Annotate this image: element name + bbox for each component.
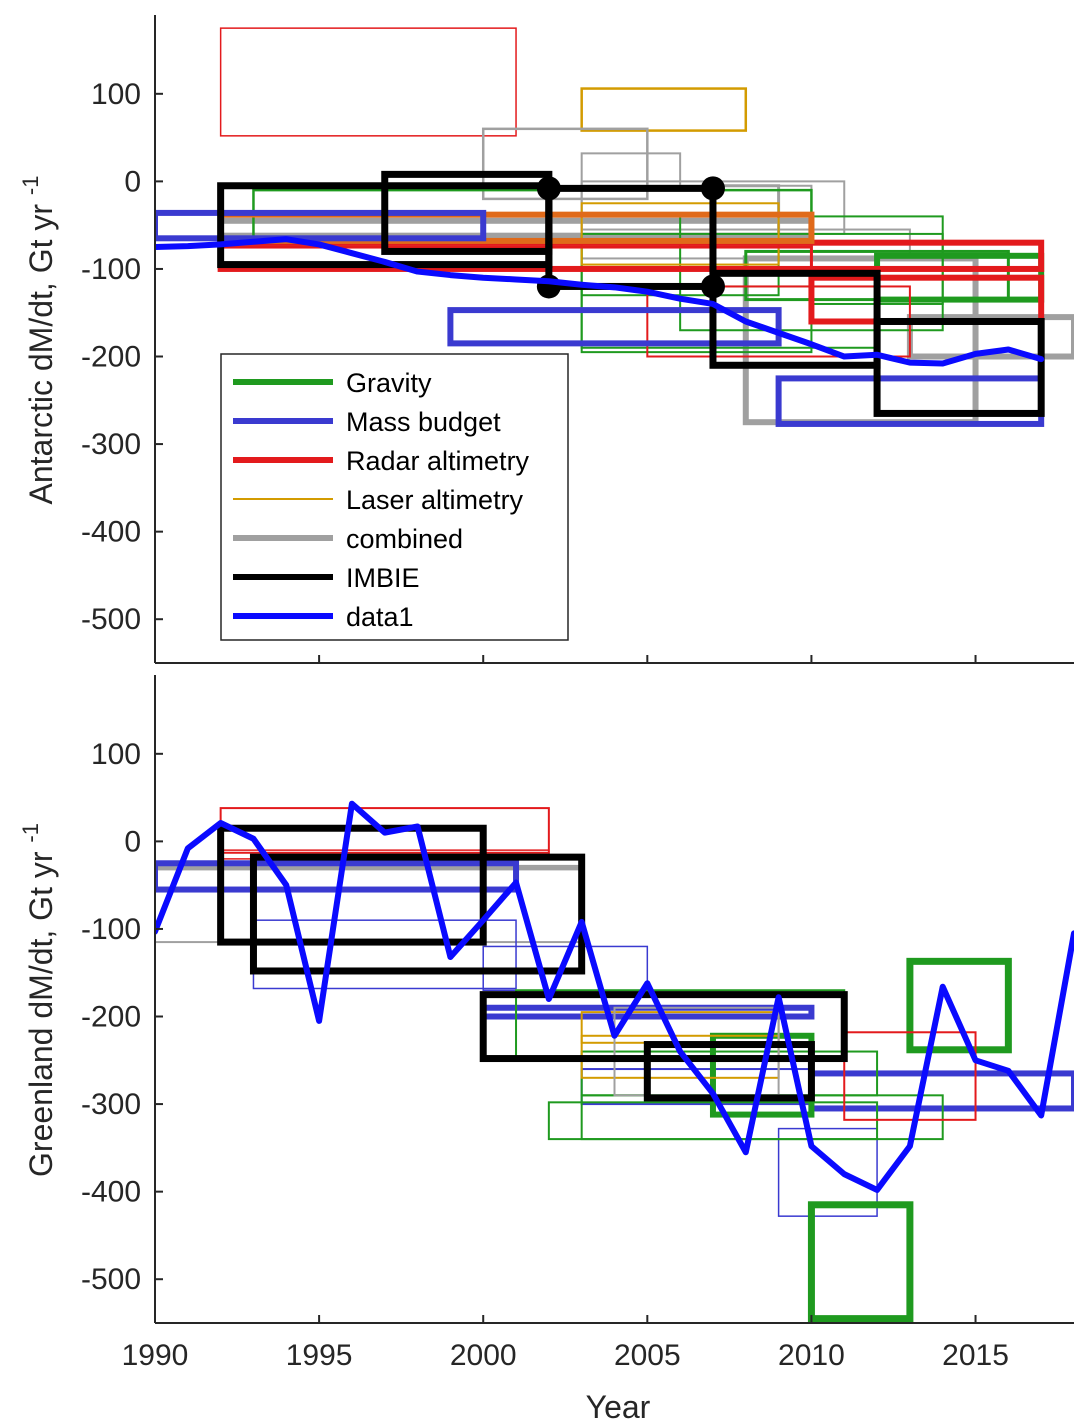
y-tick-label: 100 xyxy=(91,738,141,771)
estimate-box-imbie xyxy=(643,1041,815,1102)
greenland-ylabel: Greenland dM/dt, Gt yr -1 xyxy=(18,823,59,1177)
legend-entry: Gravity xyxy=(346,368,432,398)
plot-area xyxy=(155,27,1074,427)
y-tick-label: -200 xyxy=(81,1001,141,1034)
y-tick-label: -400 xyxy=(81,516,141,549)
imbie-marker xyxy=(700,274,725,299)
x-tick-label: 1990 xyxy=(122,1339,189,1372)
series-line-data1 xyxy=(155,236,1045,367)
legend-box xyxy=(220,353,569,641)
estimate-box-imbie xyxy=(873,317,1045,417)
y-tick-label: -200 xyxy=(81,341,141,374)
x-tick-label: 2015 xyxy=(942,1339,1009,1372)
legend-entry: data1 xyxy=(346,602,414,632)
y-tick-label: -300 xyxy=(81,428,141,461)
legend-entry: IMBIE xyxy=(346,563,420,593)
x-tick-label: 2005 xyxy=(614,1339,681,1372)
estimate-box-laser-altimetry xyxy=(580,202,780,266)
x-axis-label: Year xyxy=(586,1389,651,1425)
antarctic-panel: 100 0 -100 -200 -300 -400 -500 Gravity Mass budg… xyxy=(81,15,1074,664)
legend-entry: Laser altimetry xyxy=(346,485,524,515)
x-tick-label: 2010 xyxy=(778,1339,845,1372)
y-tick-label: -400 xyxy=(81,1176,141,1209)
estimate-box-imbie xyxy=(479,991,848,1063)
svg-text:Greenland dM/dt, Gt yr -: Greenland dM/dt, Gt yr -1 xyxy=(18,823,59,1177)
estimate-box-imbie xyxy=(217,824,487,946)
greenland-panel: 100 0 -100 -200 -300 -400 -500 1990 1995 2000 2005… xyxy=(81,675,1074,1372)
estimate-box-mass-budget xyxy=(155,860,520,893)
estimate-box-radar-altimetry xyxy=(843,1031,977,1121)
antarctic-ylabel-superscript: -1 xyxy=(18,176,43,196)
estimate-box-mass-budget xyxy=(155,209,487,242)
svg-text:Antarctic dM/dt, Gt yr -: Antarctic dM/dt, Gt yr -1 xyxy=(18,176,59,505)
series-line-data1 xyxy=(155,800,1074,1193)
y-tick-label: -500 xyxy=(81,603,141,636)
antarctic-ylabel: Antarctic dM/dt, Gt yr -1 xyxy=(18,176,59,505)
plot-area xyxy=(155,800,1074,1323)
estimate-box-combined xyxy=(580,152,682,192)
y-tick-label: -300 xyxy=(81,1088,141,1121)
greenland-ylabel-superscript: -1 xyxy=(18,823,43,843)
legend-entry: Mass budget xyxy=(346,407,501,437)
estimate-box-gravity xyxy=(807,1201,914,1323)
estimate-box-mass-budget xyxy=(775,375,1045,427)
estimate-box-mass-budget xyxy=(777,1127,878,1217)
estimate-box-radar-altimetry xyxy=(219,27,517,137)
estimate-box-gravity xyxy=(906,957,1012,1054)
estimate-box-imbie xyxy=(545,184,717,290)
y-tick-label: -100 xyxy=(81,253,141,286)
y-tick-label: 0 xyxy=(124,165,141,198)
y-tick-label: 100 xyxy=(91,78,141,111)
legend-entry: Radar altimetry xyxy=(346,446,530,476)
antarctic-ylabel-text: Antarctic dM/dt, Gt yr xyxy=(23,204,59,505)
imbie-marker xyxy=(536,176,561,201)
x-tick-label: 2000 xyxy=(450,1339,517,1372)
estimate-box-imbie xyxy=(249,853,586,975)
legend: Gravity Mass budget Radar altimetry Laser a… xyxy=(220,353,569,641)
estimate-box-laser-altimetry xyxy=(580,87,748,132)
estimate-box-mass-budget xyxy=(447,307,782,347)
y-tick-label: 0 xyxy=(124,825,141,858)
estimate-box-combined xyxy=(481,127,649,201)
y-tick-label: -100 xyxy=(81,913,141,946)
x-tick-label: 1995 xyxy=(286,1339,353,1372)
greenland-ylabel-text: Greenland dM/dt, Gt yr xyxy=(23,851,59,1177)
imbie-marker xyxy=(700,176,725,201)
legend-entry: combined xyxy=(346,524,463,554)
y-tick-label: -500 xyxy=(81,1263,141,1296)
